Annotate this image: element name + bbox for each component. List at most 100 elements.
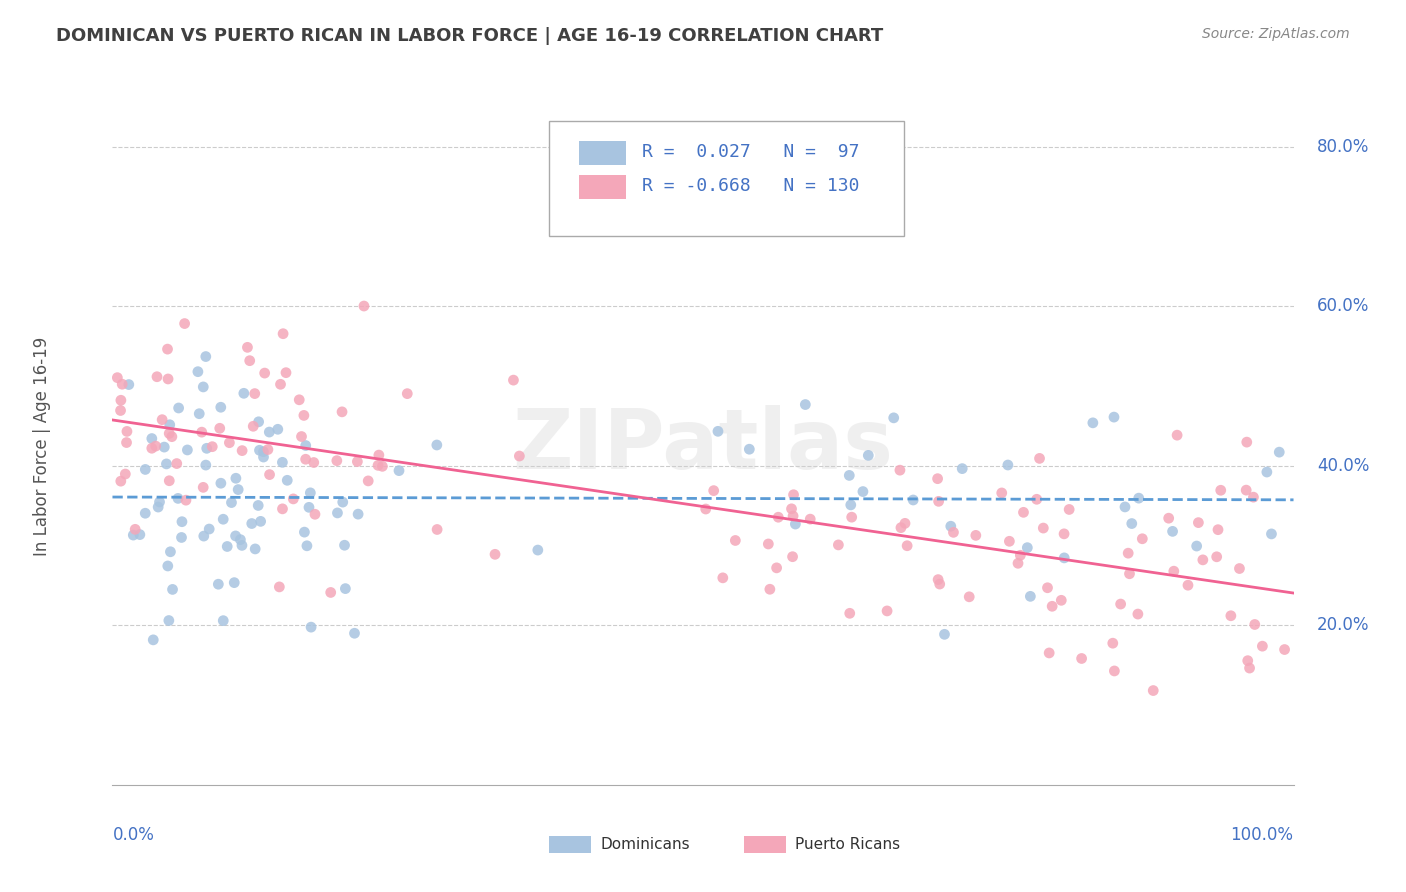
Text: Puerto Ricans: Puerto Ricans <box>796 837 900 852</box>
Text: Dominicans: Dominicans <box>600 837 690 852</box>
Dominicans <box>167 401 190 415</box>
Text: ZIPatlas: ZIPatlas <box>513 406 893 486</box>
Text: 80.0%: 80.0% <box>1317 138 1369 156</box>
Puerto Ricans <box>396 386 419 401</box>
Puerto Ricans <box>115 425 138 439</box>
Puerto Ricans <box>1234 483 1257 497</box>
Puerto Ricans <box>1236 654 1258 668</box>
Puerto Ricans <box>288 392 311 407</box>
Dominicans <box>225 471 247 485</box>
FancyBboxPatch shape <box>579 175 626 199</box>
Puerto Ricans <box>1038 646 1060 660</box>
Dominicans <box>231 538 253 552</box>
Puerto Ricans <box>174 493 197 508</box>
Puerto Ricans <box>928 577 950 591</box>
Text: 40.0%: 40.0% <box>1317 457 1369 475</box>
Puerto Ricans <box>1205 549 1227 564</box>
Puerto Ricans <box>703 483 725 498</box>
Dominicans <box>159 417 181 432</box>
Dominicans <box>212 512 235 526</box>
Puerto Ricans <box>1050 593 1073 607</box>
Puerto Ricans <box>1028 451 1050 466</box>
Dominicans <box>226 483 249 497</box>
Dominicans <box>134 462 156 476</box>
Dominicans <box>224 575 246 590</box>
Puerto Ricans <box>346 454 368 468</box>
Puerto Ricans <box>896 539 918 553</box>
Puerto Ricans <box>1209 483 1232 498</box>
Puerto Ricans <box>157 474 180 488</box>
Dominicans <box>276 473 298 487</box>
Puerto Ricans <box>1057 502 1080 516</box>
Dominicans <box>1102 410 1125 425</box>
Puerto Ricans <box>1166 428 1188 442</box>
Puerto Ricans <box>1010 549 1032 563</box>
Dominicans <box>187 365 209 379</box>
Dominicans <box>155 457 177 471</box>
Text: Source: ZipAtlas.com: Source: ZipAtlas.com <box>1202 27 1350 41</box>
Dominicans <box>903 493 925 508</box>
Dominicans <box>1128 491 1150 505</box>
Puerto Ricans <box>1053 526 1076 541</box>
Dominicans <box>259 425 281 439</box>
Dominicans <box>240 516 263 531</box>
Puerto Ricans <box>201 440 224 454</box>
Dominicans <box>1268 445 1291 459</box>
Dominicans <box>209 401 232 415</box>
Puerto Ricans <box>145 439 167 453</box>
Puerto Ricans <box>1101 636 1123 650</box>
Dominicans <box>294 438 316 452</box>
Puerto Ricans <box>756 537 779 551</box>
Dominicans <box>249 514 271 528</box>
Puerto Ricans <box>1229 561 1251 575</box>
Dominicans <box>326 506 349 520</box>
Puerto Ricans <box>695 502 717 516</box>
Text: 60.0%: 60.0% <box>1317 297 1369 316</box>
Dominicans <box>157 614 180 628</box>
Puerto Ricans <box>141 442 163 456</box>
Dominicans <box>225 529 247 543</box>
Puerto Ricans <box>1116 546 1139 560</box>
Dominicans <box>194 458 217 472</box>
Puerto Ricans <box>827 538 849 552</box>
Puerto Ricans <box>173 317 195 331</box>
Puerto Ricans <box>1040 599 1063 614</box>
Dominicans <box>1256 465 1278 479</box>
Dominicans <box>249 443 271 458</box>
Puerto Ricans <box>1236 435 1258 450</box>
Puerto Ricans <box>1177 578 1199 592</box>
Puerto Ricans <box>160 430 183 444</box>
Puerto Ricans <box>292 409 315 423</box>
Puerto Ricans <box>110 393 132 408</box>
Puerto Ricans <box>304 508 326 522</box>
Dominicans <box>148 495 170 509</box>
Text: DOMINICAN VS PUERTO RICAN IN LABOR FORCE | AGE 16-19 CORRELATION CHART: DOMINICAN VS PUERTO RICAN IN LABOR FORCE… <box>56 27 883 45</box>
Puerto Ricans <box>124 522 146 536</box>
Puerto Ricans <box>1251 639 1274 653</box>
Dominicans <box>785 516 807 531</box>
Dominicans <box>141 432 163 446</box>
Dominicans <box>883 410 905 425</box>
Dominicans <box>212 614 235 628</box>
Puerto Ricans <box>1130 532 1153 546</box>
Puerto Ricans <box>765 561 787 575</box>
Puerto Ricans <box>1241 490 1264 504</box>
Puerto Ricans <box>759 582 782 597</box>
Dominicans <box>294 525 316 540</box>
Puerto Ricans <box>1219 608 1241 623</box>
Dominicans <box>267 422 290 436</box>
Text: 20.0%: 20.0% <box>1317 616 1369 634</box>
Dominicans <box>1017 541 1039 555</box>
Dominicans <box>343 626 366 640</box>
Puerto Ricans <box>259 467 281 482</box>
Puerto Ricans <box>290 429 312 443</box>
Dominicans <box>162 582 184 597</box>
Dominicans <box>217 540 239 554</box>
Puerto Ricans <box>115 435 138 450</box>
Dominicans <box>188 407 211 421</box>
Puerto Ricans <box>218 435 240 450</box>
Dominicans <box>118 377 141 392</box>
Puerto Ricans <box>367 458 389 473</box>
Dominicans <box>209 476 232 491</box>
Puerto Ricans <box>1243 617 1265 632</box>
